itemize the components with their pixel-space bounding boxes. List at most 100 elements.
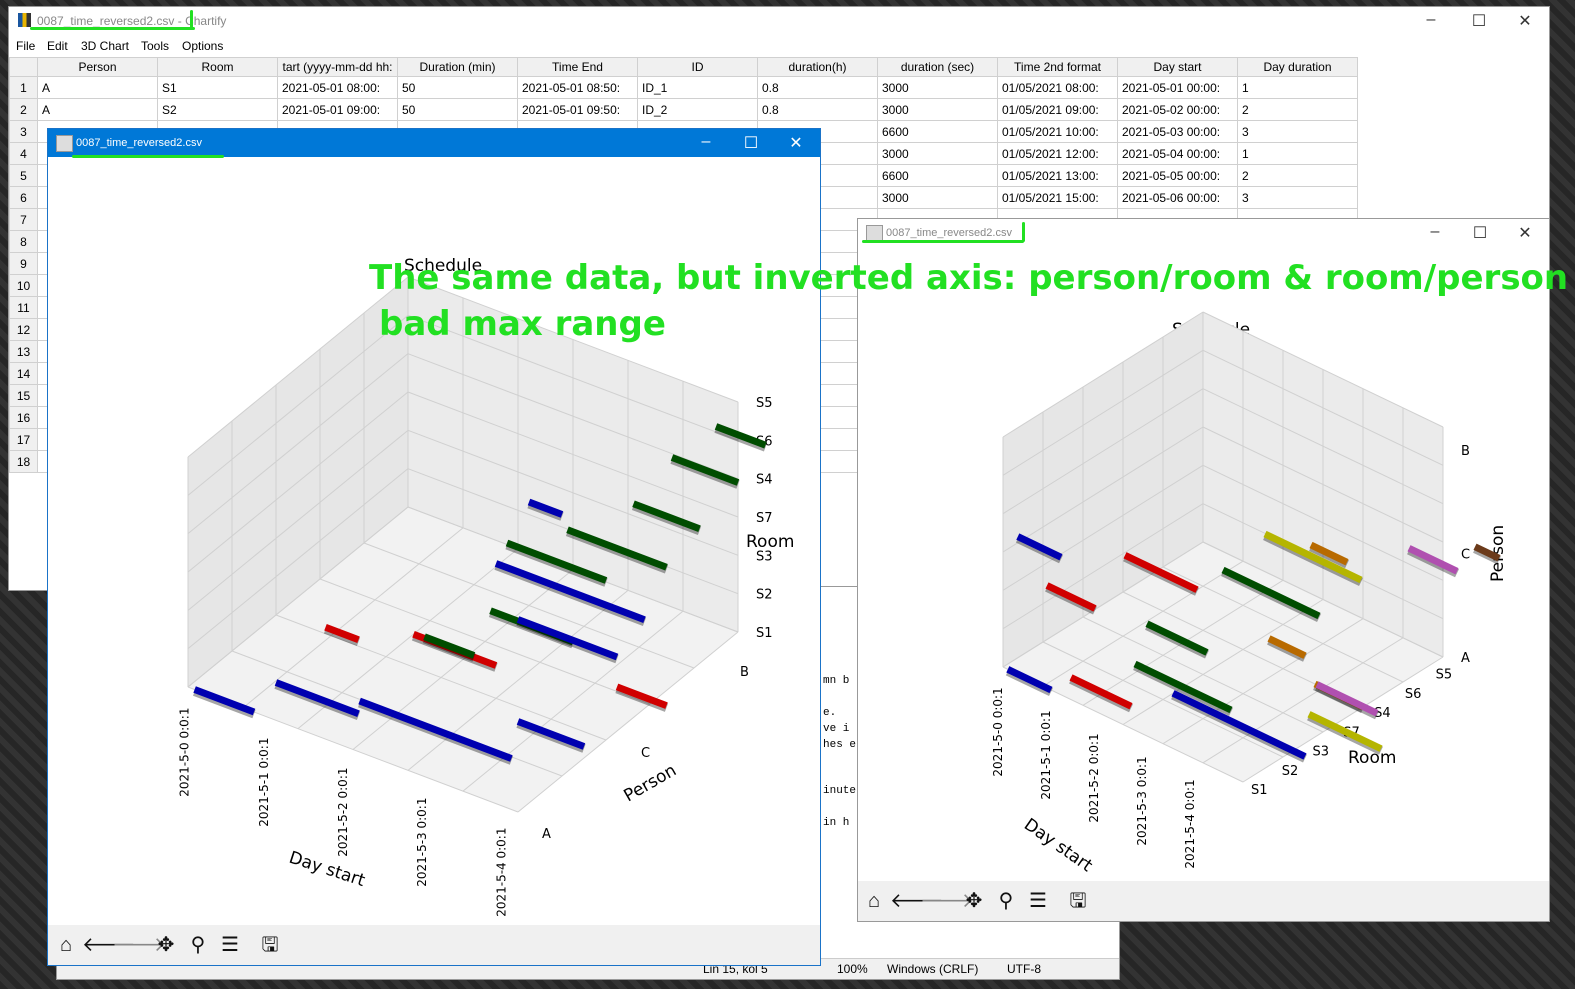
table-cell[interactable]: 01/05/2021 13:00: xyxy=(997,164,1118,187)
table-cell[interactable]: ID_1 xyxy=(637,76,758,99)
row-number[interactable]: 5 xyxy=(9,164,38,187)
table-cell[interactable]: 0.8 xyxy=(757,98,878,121)
grid-line xyxy=(187,314,409,496)
table-cell[interactable]: 1 xyxy=(1237,76,1358,99)
menu-file[interactable]: File xyxy=(16,39,36,53)
table-cell[interactable]: 3000 xyxy=(877,186,998,209)
menu-options[interactable]: Options xyxy=(182,39,224,53)
table-cell[interactable]: 01/05/2021 08:00: xyxy=(997,76,1118,99)
column-header[interactable]: Duration (min) xyxy=(397,57,518,77)
column-header[interactable]: Day duration xyxy=(1237,57,1358,77)
row-number[interactable]: 15 xyxy=(9,384,38,407)
table-cell[interactable]: 2021-05-01 00:00: xyxy=(1117,76,1238,99)
table-cell[interactable]: 1 xyxy=(1237,142,1358,165)
table-cell[interactable]: 01/05/2021 10:00: xyxy=(997,120,1118,143)
row-number[interactable]: 10 xyxy=(9,274,38,297)
row-number[interactable]: 14 xyxy=(9,362,38,385)
home-icon[interactable]: ⌂ xyxy=(867,890,881,912)
row-number[interactable]: 12 xyxy=(9,318,38,341)
row-number[interactable]: 16 xyxy=(9,406,38,429)
menu-3d-chart[interactable]: 3D Chart xyxy=(81,39,130,53)
column-header[interactable]: duration (sec) xyxy=(877,57,998,77)
table-cell[interactable]: S2 xyxy=(157,98,278,121)
table-cell[interactable]: 3000 xyxy=(877,76,998,99)
table-cell[interactable]: 50 xyxy=(397,98,518,121)
table-cell[interactable]: A xyxy=(37,98,158,121)
table-row[interactable]: 1 A S1 2021-05-01 08:00: 50 2021-05-01 08:50:… xyxy=(9,76,1358,99)
table-cell[interactable]: 6600 xyxy=(877,164,998,187)
maximize-icon[interactable]: ☐ xyxy=(1472,225,1488,242)
row-number[interactable]: 18 xyxy=(9,450,38,473)
table-cell[interactable]: 2 xyxy=(1237,98,1358,121)
column-header[interactable]: duration(h) xyxy=(757,57,878,77)
row-number[interactable]: 7 xyxy=(9,208,38,231)
table-cell[interactable]: 2021-05-01 09:50: xyxy=(517,98,638,121)
table-cell[interactable]: 2021-05-02 00:00: xyxy=(1117,98,1238,121)
row-number[interactable]: 3 xyxy=(9,120,38,143)
row-number[interactable]: 13 xyxy=(9,340,38,363)
maximize-icon[interactable]: ☐ xyxy=(743,135,759,152)
table-cell[interactable]: 0.8 xyxy=(757,76,878,99)
menu-tools[interactable]: Tools xyxy=(141,39,170,53)
column-header[interactable]: Time End xyxy=(517,57,638,77)
table-cell[interactable]: 2021-05-01 09:00: xyxy=(277,98,398,121)
table-cell[interactable]: 2 xyxy=(1237,164,1358,187)
column-header[interactable]: Time 2nd format xyxy=(997,57,1118,77)
forward-icon[interactable]: 🡒 xyxy=(920,890,974,912)
row-number[interactable]: 9 xyxy=(9,252,38,275)
forward-icon[interactable]: 🡒 xyxy=(112,934,166,956)
table-cell[interactable]: 3 xyxy=(1237,120,1358,143)
table-cell[interactable]: A xyxy=(37,76,158,99)
table-cell[interactable]: 6600 xyxy=(877,120,998,143)
table-cell[interactable]: 3000 xyxy=(877,142,998,165)
column-header[interactable]: Person xyxy=(37,57,158,77)
maximize-icon[interactable]: ☐ xyxy=(1471,13,1487,30)
row-number[interactable]: 2 xyxy=(9,98,38,121)
back-icon[interactable]: 🡐 xyxy=(82,934,136,956)
minimize-icon[interactable]: – xyxy=(701,133,711,150)
configure-icon[interactable]: ☰ xyxy=(221,934,239,956)
pan-icon[interactable]: ✥ xyxy=(965,890,983,912)
row-number[interactable]: 17 xyxy=(9,428,38,451)
table-cell[interactable]: S1 xyxy=(157,76,278,99)
table-row[interactable]: 2 A S2 2021-05-01 09:00: 50 2021-05-01 09:50:… xyxy=(9,98,1358,121)
column-header[interactable]: Room xyxy=(157,57,278,77)
column-header[interactable]: ID xyxy=(637,57,758,77)
table-cell[interactable]: 50 xyxy=(397,76,518,99)
table-cell[interactable]: 2021-05-05 00:00: xyxy=(1117,164,1238,187)
table-cell[interactable]: 2021-05-06 00:00: xyxy=(1117,186,1238,209)
minimize-icon[interactable]: – xyxy=(1426,11,1436,28)
table-cell[interactable]: 01/05/2021 09:00: xyxy=(997,98,1118,121)
table-cell[interactable]: 2021-05-01 08:00: xyxy=(277,76,398,99)
close-icon[interactable]: ✕ xyxy=(1518,225,1532,242)
row-number[interactable]: 1 xyxy=(9,76,38,99)
home-icon[interactable]: ⌂ xyxy=(59,934,73,956)
minimize-icon[interactable]: – xyxy=(1430,223,1440,240)
column-header[interactable]: tart (yyyy-mm-dd hh: xyxy=(277,57,398,77)
plot-left-canvas[interactable]: Schedule 2021-5-0 0:0:1 2021-5-1 0:0:1 2021… xyxy=(48,157,820,925)
row-number[interactable]: 4 xyxy=(9,142,38,165)
save-icon[interactable]: 🖫 xyxy=(1069,890,1087,912)
row-number[interactable]: 11 xyxy=(9,296,38,319)
table-cell[interactable]: ID_2 xyxy=(637,98,758,121)
table-cell[interactable]: 3 xyxy=(1237,186,1358,209)
close-icon[interactable]: ✕ xyxy=(1518,13,1532,30)
table-cell[interactable]: 01/05/2021 15:00: xyxy=(997,186,1118,209)
row-number[interactable]: 6 xyxy=(9,186,38,209)
pan-icon[interactable]: ✥ xyxy=(157,934,175,956)
table-cell[interactable]: 2021-05-01 08:50: xyxy=(517,76,638,99)
table-cell[interactable]: 01/05/2021 12:00: xyxy=(997,142,1118,165)
column-header[interactable]: Day start xyxy=(1117,57,1238,77)
save-icon[interactable]: 🖫 xyxy=(261,934,279,956)
row-number[interactable]: 8 xyxy=(9,230,38,253)
back-icon[interactable]: 🡐 xyxy=(890,890,944,912)
table-cell[interactable]: 2021-05-03 00:00: xyxy=(1117,120,1238,143)
configure-icon[interactable]: ☰ xyxy=(1029,890,1047,912)
table-cell[interactable]: 2021-05-04 00:00: xyxy=(1117,142,1238,165)
close-icon[interactable]: ✕ xyxy=(789,135,803,152)
zoom-icon[interactable]: ⚲ xyxy=(998,890,1014,912)
zoom-icon[interactable]: ⚲ xyxy=(190,934,206,956)
menu-edit[interactable]: Edit xyxy=(47,39,68,53)
table-cell[interactable]: 3000 xyxy=(877,98,998,121)
